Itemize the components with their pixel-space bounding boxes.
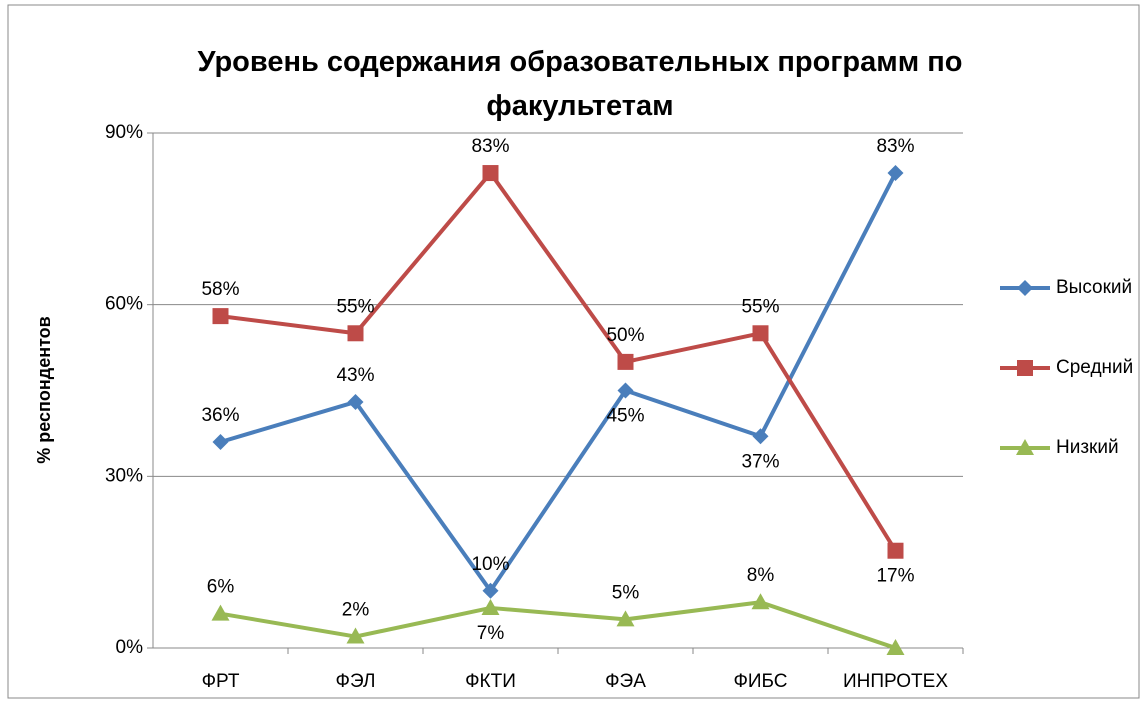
y-axis-label: % респондентов [34,316,54,463]
legend-label: Низкий [1056,437,1119,458]
data-label: 6% [207,577,235,598]
marker [482,582,499,599]
marker [211,604,230,621]
data-label: 36% [201,405,239,426]
marker [886,639,905,655]
marker [887,165,904,182]
x-tick-label: ФЭЛ [336,671,376,692]
series-line [220,600,897,650]
y-tick-label: 30% [105,465,143,486]
series-line [219,172,898,593]
data-label: 83% [471,136,509,157]
marker [751,593,770,610]
marker [1017,280,1033,296]
marker [616,610,635,627]
series-line [220,171,898,552]
x-tick-label: ФИБС [733,671,787,692]
marker [212,308,229,325]
marker [481,598,500,615]
x-tick-label: ФКТИ [465,671,516,692]
marker [1017,360,1033,376]
data-label: 5% [612,582,640,603]
marker [347,325,364,342]
marker [1016,439,1034,455]
data-label: 2% [342,600,370,621]
data-label: 45% [606,406,644,427]
data-label: 55% [336,296,374,317]
x-tick-label: ИНПРОТЕХ [843,671,948,692]
y-tick-label: 90% [105,122,143,143]
data-label: 55% [741,296,779,317]
marker [887,542,904,559]
marker [752,428,769,445]
chart-title: Уровень содержания образовательных прогр… [197,46,963,122]
y-tick-label: 60% [105,294,143,315]
data-label: 37% [741,451,779,472]
y-tick-label: 0% [116,637,144,658]
legend-label: Высокий [1056,277,1132,298]
data-label: 10% [471,554,509,575]
data-label: 50% [606,325,644,346]
marker [482,165,499,182]
marker [346,627,365,644]
chart-border [7,4,1140,699]
legend-label: Средний [1056,357,1133,378]
data-label: 83% [876,136,914,157]
data-label: 8% [747,565,775,586]
marker [617,353,634,370]
marker [752,325,769,342]
marker [212,434,229,450]
data-label: 17% [876,566,914,587]
data-label: 7% [477,623,505,644]
data-label: 58% [201,279,239,300]
marker [617,382,634,399]
data-label: 43% [336,365,374,386]
x-tick-label: ФРТ [202,671,240,692]
x-tick-label: ФЭА [605,671,646,692]
marker [347,393,364,410]
